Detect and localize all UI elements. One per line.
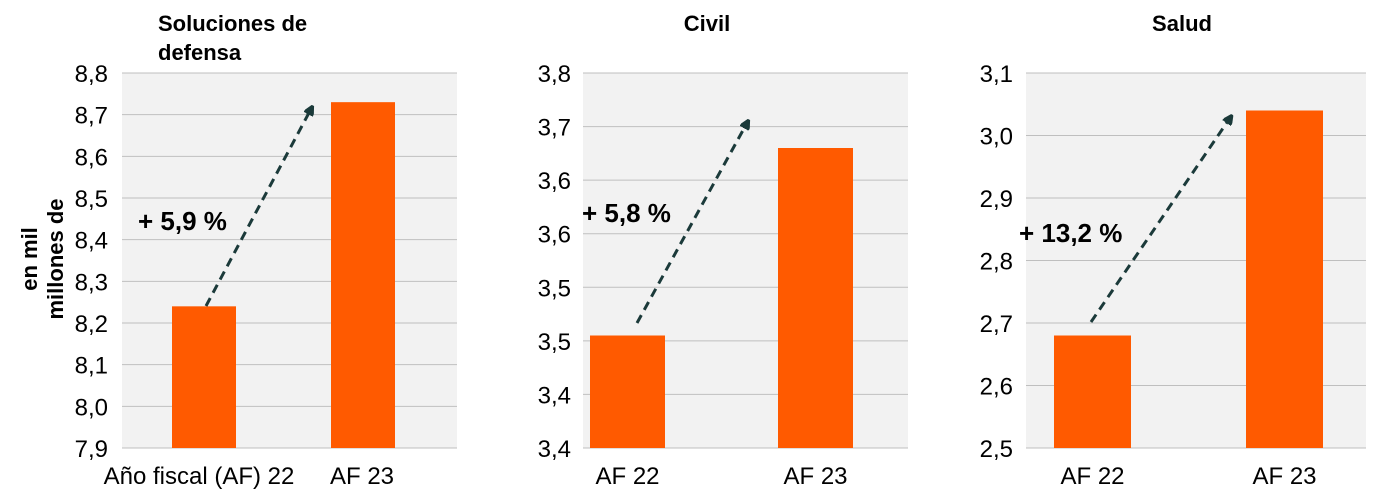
bar <box>172 306 236 448</box>
chart-title-line: Soluciones de <box>158 11 307 36</box>
chart-title: Soluciones de defensa <box>158 11 307 65</box>
y-tick-label: 8,5 <box>75 186 108 213</box>
bar <box>1054 335 1131 448</box>
y-tick-label: 8,4 <box>75 228 108 255</box>
x-category-label: AF 22 <box>1060 463 1124 490</box>
y-tick-label: 2,9 <box>980 186 1013 213</box>
y-tick-label: 8,3 <box>75 269 108 296</box>
growth-annotation: + 13,2 % <box>1019 218 1122 248</box>
y-axis-label-line: millones de <box>43 198 68 319</box>
y-tick-label: 2,8 <box>980 249 1013 276</box>
y-tick-label: 3,1 <box>980 61 1013 88</box>
y-tick-label: 8,6 <box>75 144 108 171</box>
y-tick-label: 3,6 <box>538 168 571 195</box>
y-tick-label: 3,4 <box>538 436 571 463</box>
chart-title: Civil <box>684 11 730 36</box>
y-tick-label: 2,6 <box>980 374 1013 401</box>
y-axis-label: en milmillones de <box>17 198 68 319</box>
y-tick-label: 3,7 <box>538 115 571 142</box>
chart-panel-1: 7,9 8,0 8,1 8,2 8,3 8,4 8,5 8,6 8,7 8,8 Año fiscal… <box>17 11 457 490</box>
growth-arrow <box>204 109 311 307</box>
y-axis-label-line: en mil <box>17 227 42 291</box>
y-tick-label: 3,5 <box>538 275 571 302</box>
y-tick-label: 8,0 <box>75 394 108 421</box>
x-category-label: AF 22 <box>595 463 659 490</box>
y-tick-label: 7,9 <box>75 436 108 463</box>
chart-title: Salud <box>1152 11 1212 36</box>
growth-arrow <box>635 123 747 324</box>
x-category-label: AF 23 <box>1252 463 1316 490</box>
y-tick-label: 8,8 <box>75 61 108 88</box>
bar <box>1246 110 1323 448</box>
bar <box>590 335 665 448</box>
x-category-label: AF 23 <box>330 463 394 490</box>
growth-arrow <box>1089 118 1230 323</box>
bar <box>331 102 395 449</box>
y-tick-label: 8,7 <box>75 103 108 130</box>
y-tick-label: 3,4 <box>538 382 571 409</box>
chart-title-line: defensa <box>158 40 242 65</box>
bar <box>778 148 853 448</box>
growth-annotation: + 5,8 % <box>582 198 671 228</box>
y-tick-label: 2,5 <box>980 436 1013 463</box>
x-category-label: AF 23 <box>783 463 847 490</box>
y-tick-label: 8,2 <box>75 311 108 338</box>
y-tick-label: 3,0 <box>980 124 1013 151</box>
x-category-label: Año fiscal (AF) 22 <box>104 463 295 490</box>
growth-annotation: + 5,9 % <box>138 206 227 236</box>
y-tick-label: 3,5 <box>538 329 571 356</box>
y-tick-label: 2,7 <box>980 311 1013 338</box>
y-tick-label: 3,8 <box>538 61 571 88</box>
chart-panel-3: 2,5 2,6 2,7 2,8 2,9 3,0 3,1 AF 22 AF 23 Salud + 13… <box>980 11 1366 490</box>
y-tick-label: 3,6 <box>538 222 571 249</box>
chart-panel-2: 3,4 3,4 3,5 3,5 3,6 3,6 3,7 3,8 AF 22 AF 23 Civil +… <box>538 11 908 490</box>
y-tick-label: 8,1 <box>75 353 108 380</box>
